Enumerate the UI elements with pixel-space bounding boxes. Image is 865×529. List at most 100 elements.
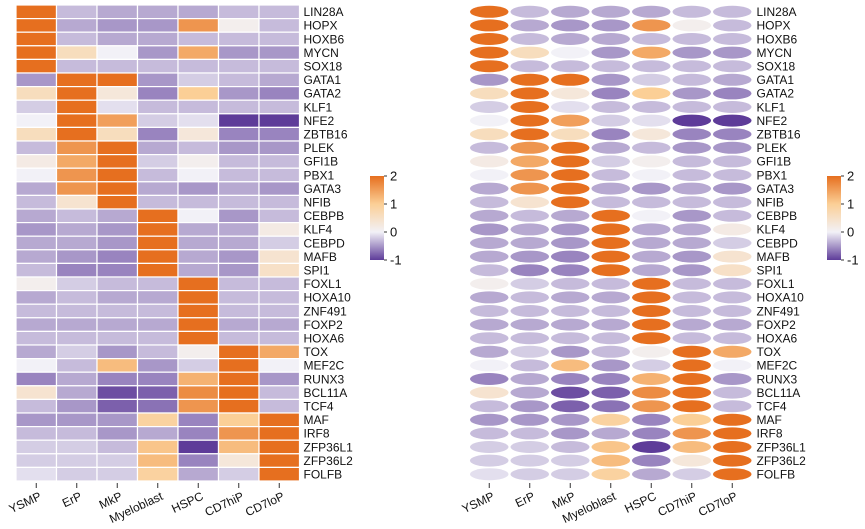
- heatmap-cell: [551, 33, 590, 45]
- heatmap-cell: [510, 345, 549, 358]
- heatmap-cell: [258, 167, 301, 183]
- heatmap-cell: [96, 167, 139, 183]
- heatmap-cell: [591, 345, 630, 358]
- gene-label: LIN28A: [304, 5, 344, 19]
- heatmap-cell: [672, 454, 711, 467]
- cell-type-label: YSMP: [460, 489, 497, 516]
- heatmap-cell: [258, 439, 301, 455]
- cell-type-label: CD7loP: [696, 489, 739, 519]
- heatmap-cell: [713, 73, 752, 86]
- gene-label: MYCN: [304, 46, 339, 60]
- heatmap-cell: [55, 330, 98, 346]
- heatmap-cell: [136, 290, 179, 305]
- heatmap-cell: [55, 426, 98, 441]
- heatmap-cell: [96, 276, 139, 292]
- heatmap-cell: [136, 72, 179, 88]
- heatmap-cell: [136, 58, 179, 74]
- heatmap-cell: [136, 412, 179, 428]
- gene-label: NFE2: [304, 114, 335, 128]
- heatmap-cell: [55, 262, 98, 278]
- heatmap-cell: [713, 169, 752, 181]
- gene-label: KLF4: [757, 223, 786, 237]
- heatmap-cell: [551, 87, 590, 100]
- heatmap-cell: [258, 466, 301, 482]
- heatmap-cell: [672, 128, 711, 141]
- heatmap-cell: [672, 250, 711, 263]
- heatmap-cell: [258, 412, 301, 428]
- heatmap-cell: [551, 237, 590, 249]
- heatmap-cell: [632, 169, 671, 181]
- heatmap-cell: [551, 305, 590, 317]
- cell-type-label: ErP: [513, 489, 537, 510]
- heatmap-cell: [470, 386, 509, 399]
- heatmap-cell: [15, 31, 58, 47]
- heatmap-cell: [632, 427, 671, 440]
- heatmap-cell: [136, 330, 179, 346]
- heatmap-cell: [177, 412, 220, 428]
- heatmap-cell: [470, 73, 509, 86]
- heatmap-cell: [591, 373, 630, 385]
- heatmap-cell: [217, 113, 260, 129]
- heatmap-cell: [713, 5, 752, 18]
- heatmap-cell: [713, 209, 752, 222]
- heatmap-cell: [177, 317, 220, 332]
- heatmap-cell: [136, 371, 179, 387]
- heatmap-cell: [632, 386, 671, 399]
- heatmap-cell: [713, 454, 752, 467]
- heatmap-cell: [15, 208, 58, 224]
- heatmap-cell: [672, 264, 711, 277]
- heatmap-cell: [217, 85, 260, 101]
- heatmap-cell: [55, 466, 98, 482]
- cell-type-label: ErP: [60, 489, 84, 510]
- heatmap-cell: [591, 196, 630, 209]
- heatmap-cell: [96, 412, 139, 428]
- heatmap-cell: [510, 264, 549, 277]
- heatmap-cell: [510, 277, 549, 290]
- heatmap-cell: [177, 453, 220, 468]
- heatmap-cell: [672, 141, 711, 154]
- heatmap-cell: [470, 101, 509, 113]
- heatmap-cell: [258, 45, 301, 60]
- gene-label: TOX: [304, 345, 328, 359]
- heatmap-cell: [591, 291, 630, 304]
- heatmap-cell: [470, 427, 509, 440]
- heatmap-cell: [551, 413, 590, 426]
- heatmap-cell: [510, 318, 549, 331]
- gene-label: GATA3: [304, 182, 342, 196]
- heatmap-cell: [258, 317, 301, 332]
- heatmap-cell: [217, 385, 260, 400]
- heatmap-cell: [632, 400, 671, 413]
- heatmap-cell: [177, 31, 220, 47]
- heatmap-cell: [672, 468, 711, 481]
- heatmap-cell: [96, 249, 139, 265]
- heatmap-cell: [177, 439, 220, 455]
- heatmap-cell: [258, 371, 301, 387]
- heatmap-cell: [15, 426, 58, 441]
- heatmap-cell: [510, 19, 549, 32]
- heatmap-cell: [96, 330, 139, 346]
- heatmap-cell: [551, 454, 590, 467]
- heatmap-cell: [96, 290, 139, 305]
- heatmap-cell: [591, 468, 630, 481]
- gene-label: KLF1: [757, 100, 786, 114]
- heatmap-cell: [672, 5, 711, 18]
- heatmap-cell: [258, 140, 301, 156]
- heatmap-cell: [136, 235, 179, 251]
- heatmap-cell: [15, 194, 58, 210]
- heatmap-cell: [258, 290, 301, 305]
- heatmap-cell: [470, 128, 509, 141]
- heatmap-cell: [713, 101, 752, 113]
- gene-label: ZNF491: [304, 304, 348, 318]
- heatmap-cell: [713, 223, 752, 236]
- gene-label: HOPX: [304, 19, 338, 33]
- heatmap-cell: [217, 4, 260, 20]
- heatmap-cell: [713, 33, 752, 45]
- heatmap-cell: [217, 276, 260, 292]
- heatmap-cell: [96, 45, 139, 60]
- heatmap-cell: [713, 468, 752, 481]
- heatmap-cell: [177, 235, 220, 251]
- legend-tick-label: 1: [847, 197, 854, 212]
- heatmap-cell: [470, 155, 509, 168]
- heatmap-cell: [470, 5, 509, 18]
- heatmap-cell: [632, 250, 671, 263]
